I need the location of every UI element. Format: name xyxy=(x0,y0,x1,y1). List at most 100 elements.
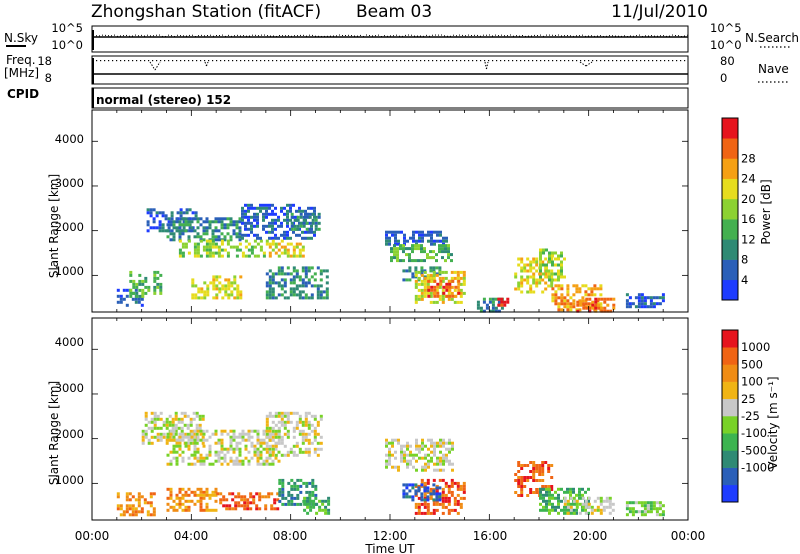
velocity-colorbar-swatch-5 xyxy=(722,398,738,417)
power-region-17 xyxy=(550,284,554,288)
power-region-0 xyxy=(140,303,144,307)
xtick-0800: 08:00 xyxy=(273,529,308,543)
velocity-region-10 xyxy=(438,498,442,502)
velocity-colorbar-swatch-2 xyxy=(722,450,738,468)
freq-tick-top: 18 xyxy=(37,54,52,68)
velocity-region-14 xyxy=(661,513,665,517)
power-region-8 xyxy=(317,227,321,231)
velocity-region-0 xyxy=(152,513,156,517)
xtick-0400: 04:00 xyxy=(174,529,209,543)
power-colorbar-swatch-6 xyxy=(722,158,738,179)
velocity-colorbar-label: Velocity [m s⁻¹] xyxy=(766,376,780,469)
velocity-region-2 xyxy=(277,459,281,463)
velocity-colorbar-tick-5: -100 xyxy=(741,426,767,440)
power-colorbar-tick-5: 24 xyxy=(741,172,756,186)
power-region-14 xyxy=(457,291,461,295)
freq-label: Freq. xyxy=(6,53,36,67)
velocity-colorbar-tick-2: 100 xyxy=(741,375,763,389)
power-region-3 xyxy=(238,238,242,242)
cpid-value: normal (stereo) 152 xyxy=(96,93,231,107)
power-region-1 xyxy=(159,291,163,295)
velocity-ytick-1000: 1000 xyxy=(55,473,84,487)
power-colorbar-tick-1: 8 xyxy=(741,253,748,267)
power-colorbar-swatch-8 xyxy=(722,118,738,139)
nave-label: Nave xyxy=(758,62,789,76)
nsky-label: N.Sky xyxy=(4,31,38,45)
velocity-ylabel: Slant Range [km] xyxy=(47,381,61,485)
power-ytick-1000: 1000 xyxy=(55,264,84,278)
xtick-2000: 20:00 xyxy=(573,529,608,543)
velocity-colorbar-swatch-4 xyxy=(722,416,738,434)
power-colorbar-swatch-5 xyxy=(722,178,738,200)
power-ylabel: Slant Range [km] xyxy=(47,174,61,278)
power-colorbar-tick-4: 20 xyxy=(741,192,756,206)
cpid-label: CPID xyxy=(7,87,39,101)
date-label: 11/Jul/2010 xyxy=(611,2,708,22)
velocity-colorbar-swatch-9 xyxy=(722,330,738,348)
velocity-colorbar-swatch-0 xyxy=(722,484,738,503)
power-colorbar-swatch-3 xyxy=(722,219,738,240)
freq-tick-bottom: 8 xyxy=(45,71,52,85)
velocity-colorbar-tick-0: 1000 xyxy=(741,340,770,354)
velocity-colorbar-tick-4: -25 xyxy=(741,409,760,423)
power-colorbar-swatch-0 xyxy=(722,279,738,301)
velocity-ytick-3000: 3000 xyxy=(55,381,84,395)
velocity-region-5 xyxy=(319,447,323,451)
velocity-colorbar-swatch-6 xyxy=(722,381,738,400)
power-ytick-4000: 4000 xyxy=(55,132,84,146)
nsearch-tick-bottom: 10^0 xyxy=(710,38,742,52)
power-ytick-3000: 3000 xyxy=(55,176,84,190)
velocity-region-12 xyxy=(587,511,590,515)
nsky-tick-top: 10^5 xyxy=(51,21,83,35)
velocity-panel-data xyxy=(116,411,665,517)
xtick-1200: 12:00 xyxy=(373,529,408,543)
power-region-5 xyxy=(239,296,243,300)
velocity-region-11 xyxy=(550,488,554,491)
nave-tick-bottom: 0 xyxy=(720,71,727,85)
nave-tick-top: 80 xyxy=(720,54,735,68)
power-region-2 xyxy=(194,214,198,218)
velocity-region-8 xyxy=(451,468,454,472)
freq-panel-frame xyxy=(91,55,689,85)
power-region-10 xyxy=(445,239,448,243)
velocity-region-4 xyxy=(276,507,280,511)
power-region-4 xyxy=(262,254,266,258)
power-colorbar-tick-6: 28 xyxy=(741,151,756,165)
velocity-region-7 xyxy=(327,511,331,515)
xtick-end: 00:00 xyxy=(671,529,706,543)
nsearch-label: N.Search xyxy=(745,31,799,45)
power-colorbar-swatch-4 xyxy=(722,198,738,220)
xlabel: Time UT xyxy=(364,542,415,554)
power-colorbar-tick-0: 4 xyxy=(741,273,748,287)
velocity-region-13 xyxy=(611,508,615,512)
nsky-tick-bottom: 10^0 xyxy=(51,38,83,52)
power-region-20 xyxy=(612,306,616,310)
beam-label: Beam 03 xyxy=(356,2,432,22)
power-colorbar-swatch-7 xyxy=(722,138,738,159)
velocity-colorbar-tick-6: -500 xyxy=(741,443,767,457)
velocity-colorbar-tick-1: 500 xyxy=(741,357,763,371)
power-colorbar-tick-2: 12 xyxy=(741,232,756,246)
power-region-11 xyxy=(450,259,453,263)
power-region-6 xyxy=(313,233,316,237)
velocity-colorbar-swatch-7 xyxy=(722,364,738,382)
nsky-panel-frame xyxy=(91,25,689,53)
nsearch-tick-top: 10^5 xyxy=(710,21,742,35)
power-ytick-2000: 2000 xyxy=(55,220,84,234)
power-colorbar-tick-3: 16 xyxy=(741,212,756,226)
velocity-colorbar-tick-7: -1000 xyxy=(741,461,774,475)
power-colorbar-swatch-1 xyxy=(722,259,738,281)
velocity-colorbar-tick-3: 25 xyxy=(741,392,756,406)
power-panel-data xyxy=(116,203,665,313)
power-colorbar-label: Power [dB] xyxy=(759,179,773,244)
station-title: Zhongshan Station (fitACF) xyxy=(91,2,321,22)
power-region-18 xyxy=(563,275,566,279)
power-region-16 xyxy=(506,300,510,304)
power-region-13 xyxy=(462,291,466,295)
power-region-21 xyxy=(661,299,665,303)
xtick-1600: 16:00 xyxy=(473,529,508,543)
power-region-7 xyxy=(301,254,305,258)
velocity-colorbar-swatch-1 xyxy=(722,467,738,486)
velocity-region-9 xyxy=(462,496,466,500)
